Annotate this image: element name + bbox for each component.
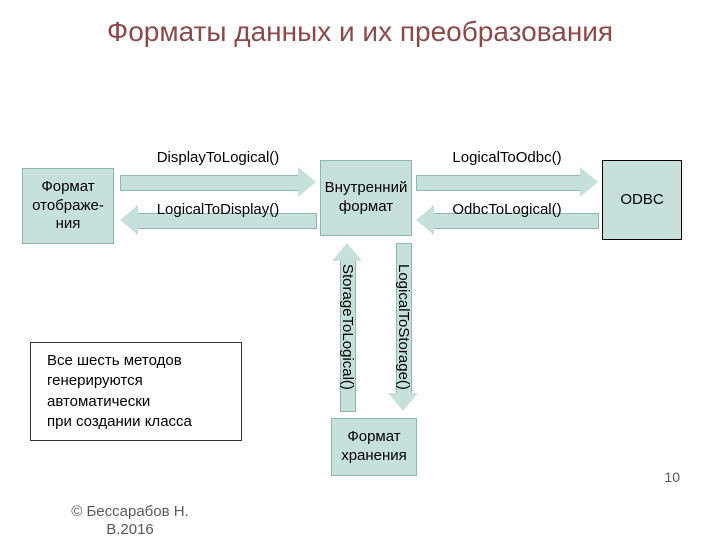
footer-text: © Бессарабов Н. В.2016	[50, 503, 210, 540]
node-display: Формат отображе-ния	[22, 168, 114, 244]
note-box: Все шесть методов генерируются автоматич…	[30, 342, 242, 441]
page-title: Форматы данных и их преобразования	[0, 0, 720, 49]
label-storage-to-logical: StorageToLogical()	[338, 253, 356, 401]
node-internal: Внутренний формат	[320, 160, 412, 236]
label-logical-to-storage: LogicalToStorage()	[394, 253, 412, 401]
arrow-logical-to-odbc	[416, 167, 598, 197]
page-number: 10	[664, 469, 680, 485]
node-odbc: ODBC	[602, 160, 682, 240]
node-internal-label: Внутренний формат	[325, 179, 408, 217]
node-odbc-label: ODBC	[620, 191, 663, 210]
label-display-to-logical: DisplayToLogical()	[140, 149, 296, 167]
label-logical-to-odbc: LogicalToOdbc()	[436, 149, 578, 167]
arrow-display-to-logical	[120, 167, 316, 197]
label-odbc-to-logical: OdbcToLogical()	[436, 201, 578, 219]
note-text: Все шесть методов генерируются автоматич…	[47, 352, 192, 430]
label-logical-to-display: LogicalToDisplay()	[140, 201, 296, 219]
node-storage-label: Формат хранения	[336, 428, 412, 466]
node-storage: Формат хранения	[331, 418, 417, 476]
node-display-label: Формат отображе-ния	[27, 178, 109, 234]
